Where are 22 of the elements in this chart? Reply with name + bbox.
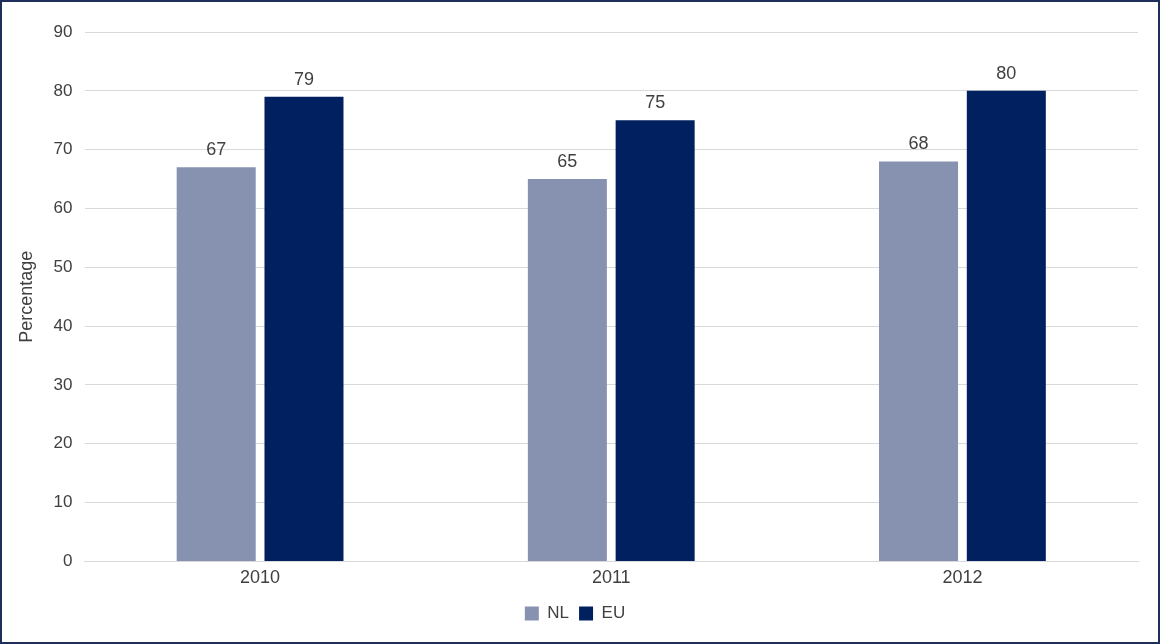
data-label: 75: [645, 92, 666, 113]
y-axis-title: Percentage: [15, 250, 36, 343]
legend-label: NL: [547, 603, 570, 623]
y-tick-label: 20: [53, 433, 73, 453]
data-label: 79: [293, 68, 314, 89]
y-tick-label: 70: [53, 139, 73, 159]
y-tick-label: 40: [53, 315, 73, 335]
y-tick-label: 50: [53, 256, 73, 276]
data-label: 68: [908, 133, 929, 154]
data-label: 65: [557, 151, 578, 172]
y-tick-label: 80: [53, 80, 73, 100]
data-label: 80: [996, 62, 1017, 83]
legend-label: EU: [601, 603, 626, 623]
y-tick-label: 30: [53, 374, 73, 394]
x-tick-label: 2012: [942, 567, 983, 588]
y-tick-label: 10: [53, 492, 73, 512]
x-tick-label: 2010: [240, 567, 281, 588]
y-tick-label: 60: [53, 198, 73, 218]
y-tick-label: 0: [63, 551, 73, 571]
data-label: 67: [206, 139, 227, 160]
x-tick-label: 2011: [591, 567, 631, 588]
y-tick-label: 90: [53, 21, 73, 41]
